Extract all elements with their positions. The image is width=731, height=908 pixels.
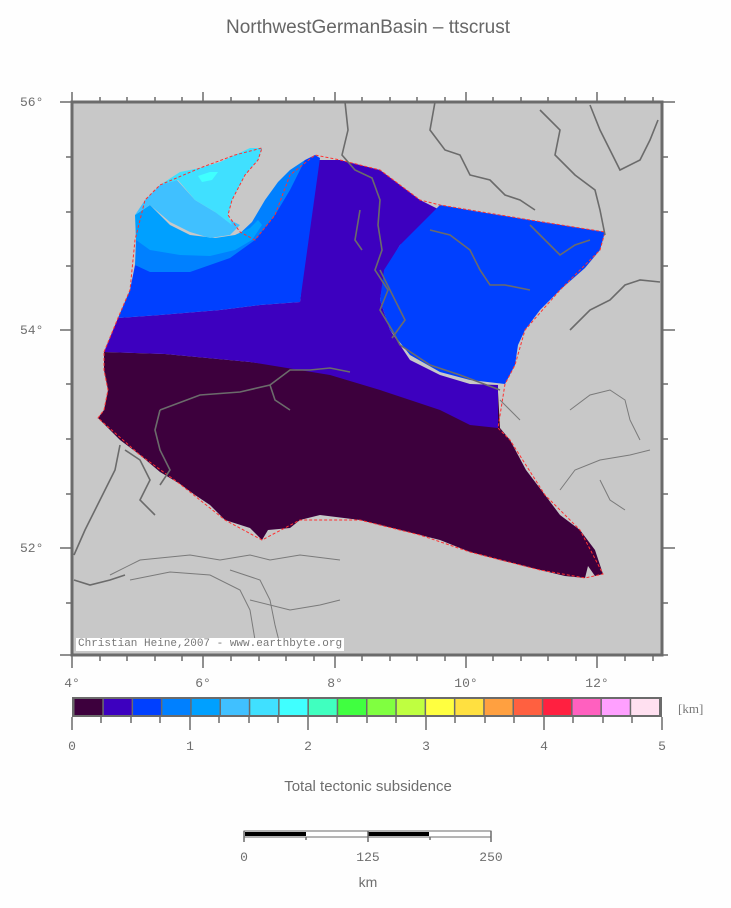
colorbar-swatch	[279, 699, 308, 715]
colorbar-swatch	[338, 699, 366, 715]
colorbar-label-2: 2	[304, 739, 312, 754]
lon-label-10: 10°	[454, 676, 478, 691]
colorbar-swatch	[514, 699, 542, 715]
colorbar-swatch	[543, 699, 572, 715]
lon-label-12: 12°	[585, 676, 609, 691]
colorbar-swatch	[133, 699, 161, 715]
colorbar-swatch	[191, 699, 220, 715]
scalebar-label-250: 250	[479, 850, 503, 865]
colorbar-swatch	[601, 699, 630, 715]
colorbar-label-0: 0	[68, 739, 76, 754]
subsidence-grid	[98, 148, 605, 578]
colorbar-swatch	[367, 699, 396, 715]
basin-outline	[97, 147, 606, 579]
map-frame	[70, 100, 664, 657]
colorbar-swatch	[455, 699, 484, 715]
colorbar-label-3: 3	[422, 739, 430, 754]
scalebar-unit: km	[358, 874, 378, 890]
colorbar-swatch	[103, 699, 132, 715]
colorbar-swatch	[484, 699, 513, 715]
colorbar-unit: [km]	[678, 701, 704, 716]
colorbar-swatch	[162, 699, 191, 715]
colorbar-swatch	[396, 699, 425, 715]
lat-label-54: 54°	[20, 323, 44, 338]
colorbar-label-1: 1	[186, 739, 194, 754]
colorbar-swatch	[308, 699, 337, 715]
colorbar-label-5: 5	[658, 739, 666, 754]
colorbar-swatch	[631, 699, 659, 715]
credit-label: Christian Heine,2007 - www.earthbyte.org	[76, 638, 345, 651]
lat-label-56: 56°	[20, 95, 44, 110]
colorbar-label-4: 4	[540, 739, 548, 754]
lat-label-52: 52°	[20, 541, 44, 556]
lon-label-4: 4°	[64, 676, 80, 691]
colorbar-swatch	[426, 699, 454, 715]
colorbar	[71, 697, 663, 730]
scalebar-label-125: 125	[356, 850, 380, 865]
x-axis-ticks	[71, 92, 654, 668]
colorbar-swatch	[572, 699, 601, 715]
y-axis-ticks	[60, 101, 675, 656]
lon-label-6: 6°	[195, 676, 211, 691]
scalebar-label-0: 0	[240, 850, 248, 865]
colorbar-swatch	[250, 699, 279, 715]
lon-label-8: 8°	[327, 676, 343, 691]
rivers	[109, 389, 651, 646]
colorbar-title: Total tectonic subsidence	[284, 778, 452, 795]
scale-bar	[243, 830, 492, 842]
colorbar-swatch	[74, 699, 103, 715]
colorbar-swatch	[221, 699, 249, 715]
coastlines	[73, 101, 661, 586]
map-title: NorthwestGermanBasin – ttscrust	[225, 17, 511, 38]
